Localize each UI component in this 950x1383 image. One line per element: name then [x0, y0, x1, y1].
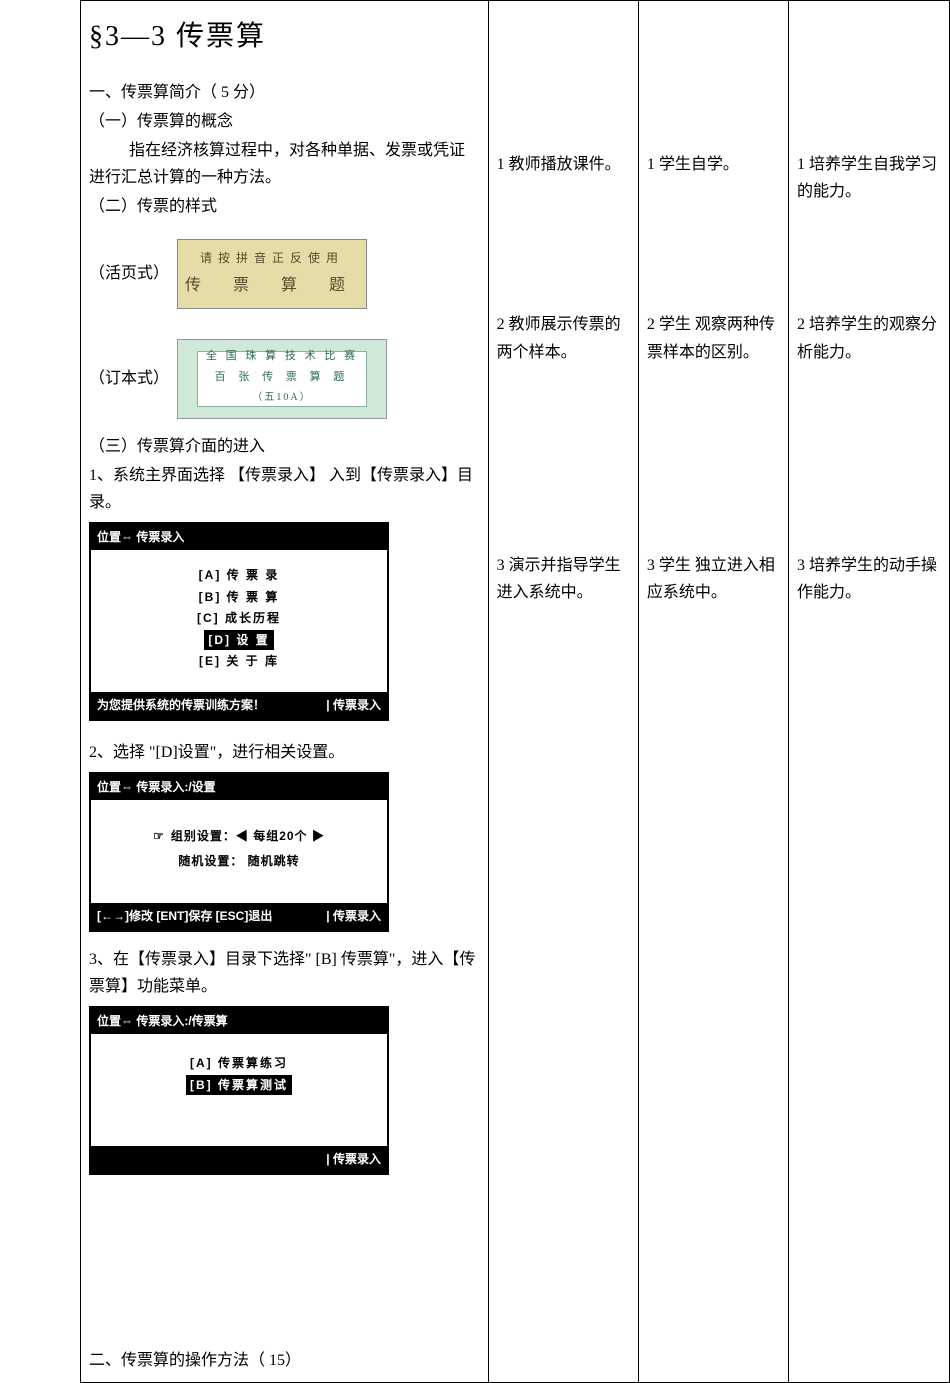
teacher-r3: 3 演示并指导学生进入系统中。 — [497, 557, 621, 601]
screenshot-menu-1: 位置⇔ 传票录入 [A] 传 票 录[B] 传 票 算[C] 成长历程[D] 设… — [89, 522, 389, 721]
goal-r2: 2 培养学生的观察分析能力。 — [797, 316, 937, 360]
ticket1-big: 传 票 算 题 — [185, 272, 359, 299]
goal-cell-1: 1 培养学生自我学习的能力。 — [789, 1, 950, 282]
student-r2: 2 学生 观察两种传 票样本的区别。 — [647, 316, 775, 360]
step1-text: 1、系统主界面选择 【传票录入】 入到【传票录入】目录。 — [89, 462, 480, 516]
step3-text: 3、在【传票录入】目录下选择" [B] 传票算"，进入【传票算】功能菜单。 — [89, 946, 480, 1000]
sub1-heading: （一）传票算的概念 — [89, 108, 480, 135]
goal-cell-3: 3 培养学生的动手操作能力。 — [789, 402, 950, 682]
ticket2-l1: 全 国 珠 算 技 术 比 赛 — [206, 347, 358, 366]
page: §3—3 传票算 一、传票算简介（ 5 分） （一）传票算的概念 指在经济核算过… — [0, 0, 950, 1383]
student-r3: 3 学生 独立进入相 应系统中。 — [647, 557, 775, 601]
ticket1-label: （活页式） — [89, 260, 169, 287]
student-cell-pad — [638, 682, 788, 1382]
s1-header: 位置⇔ 传票录入 — [97, 527, 184, 547]
teacher-r2: 2 教师展示传票的两个样本。 — [497, 316, 621, 360]
teacher-cell-3: 3 演示并指导学生进入系统中。 — [488, 402, 638, 682]
s1-footer-left: 为您提供系统的传票训练方案！ — [97, 695, 265, 715]
s2-line2: 随机设置： 随机跳转 — [91, 851, 387, 871]
goal-r1: 1 培养学生自我学习的能力。 — [797, 156, 937, 200]
content-cell: §3—3 传票算 一、传票算简介（ 5 分） （一）传票算的概念 指在经济核算过… — [81, 1, 489, 1383]
teacher-cell-1: 1 教师播放课件。 — [488, 1, 638, 282]
s2-footer-left: [←→]修改 [ENT]保存 [ESC]退出 — [97, 906, 272, 926]
s1-body: [A] 传 票 录[B] 传 票 算[C] 成长历程[D] 设 置[E] 关 于… — [91, 550, 387, 692]
section-title: §3—3 传票算 — [89, 13, 480, 61]
student-cell-1: 1 学生自学。 — [638, 1, 788, 282]
ticket-bound-inner: 全 国 珠 算 技 术 比 赛 百 张 传 票 算 题 （五10A） — [197, 351, 367, 407]
s2-body: ☞ 组别设置：◀ 每组20个 ▶ 随机设置： 随机跳转 — [91, 800, 387, 903]
goal-cell-2: 2 培养学生的观察分析能力。 — [789, 281, 950, 401]
s3-footer-right: | 传票录入 — [326, 1149, 381, 1169]
ticket2-l3: （五10A） — [252, 389, 311, 406]
s3-body: [A] 传票算练习[B] 传票算测试 — [91, 1034, 387, 1146]
teacher-r1: 1 教师播放课件。 — [497, 156, 621, 173]
ticket1-top: 请按拼音正反使用 — [200, 248, 344, 268]
s2-header: 位置⇔ 传票录入:/设置 — [97, 777, 216, 797]
s2-footer-right: | 传票录入 — [326, 906, 381, 926]
teacher-cell-2: 2 教师展示传票的两个样本。 — [488, 281, 638, 401]
ticket-loose-leaf: 请按拼音正反使用 传 票 算 题 — [177, 239, 367, 309]
teacher-cell-pad — [488, 682, 638, 1382]
student-r1: 1 学生自学。 — [647, 156, 739, 173]
goal-r3: 3 培养学生的动手操作能力。 — [797, 557, 937, 601]
sub1-text: 指在经济核算过程中，对各种单据、发票或凭证进行汇总计算的一种方法。 — [89, 137, 480, 191]
step2-text: 2、选择 "[D]设置"，进行相关设置。 — [89, 739, 480, 766]
ticket2-l2: 百 张 传 票 算 题 — [215, 368, 350, 387]
method-heading: 二、传票算的操作方法（ 15） — [89, 1347, 480, 1374]
screenshot-menu-2: 位置⇔ 传票录入:/传票算 [A] 传票算练习[B] 传票算测试 | 传票录入 — [89, 1006, 389, 1175]
s3-header: 位置⇔ 传票录入:/传票算 — [97, 1011, 228, 1031]
ticket2-label: （订本式） — [89, 365, 169, 392]
student-cell-3: 3 学生 独立进入相 应系统中。 — [638, 402, 788, 682]
s2-line1: 组别设置：◀ 每组20个 ▶ — [171, 829, 325, 843]
intro-heading: 一、传票算简介（ 5 分） — [89, 79, 480, 106]
screenshot-settings: 位置⇔ 传票录入:/设置 ☞组别设置：◀ 每组20个 ▶ 随机设置： 随机跳转 … — [89, 772, 389, 932]
sub2-heading: （二）传票的样式 — [89, 193, 480, 220]
pointer-icon: ☞ — [153, 826, 165, 846]
lesson-table: §3—3 传票算 一、传票算简介（ 5 分） （一）传票算的概念 指在经济核算过… — [80, 0, 950, 1383]
s1-footer-right: | 传票录入 — [326, 695, 381, 715]
ticket-bound: 全 国 珠 算 技 术 比 赛 百 张 传 票 算 题 （五10A） — [177, 339, 387, 419]
goal-cell-pad — [789, 682, 950, 1382]
sub3-heading: （三）传票算介面的进入 — [89, 433, 480, 460]
student-cell-2: 2 学生 观察两种传 票样本的区别。 — [638, 281, 788, 401]
